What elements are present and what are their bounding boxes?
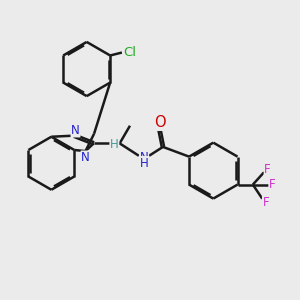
Text: O: O [154, 115, 166, 130]
Text: Cl: Cl [123, 46, 136, 59]
Text: N: N [140, 151, 148, 164]
Text: N: N [71, 124, 80, 137]
Text: N: N [81, 151, 90, 164]
Text: H: H [140, 157, 148, 169]
Text: F: F [269, 178, 276, 191]
Text: F: F [264, 163, 271, 176]
Text: H: H [110, 138, 119, 151]
Text: F: F [262, 196, 269, 209]
